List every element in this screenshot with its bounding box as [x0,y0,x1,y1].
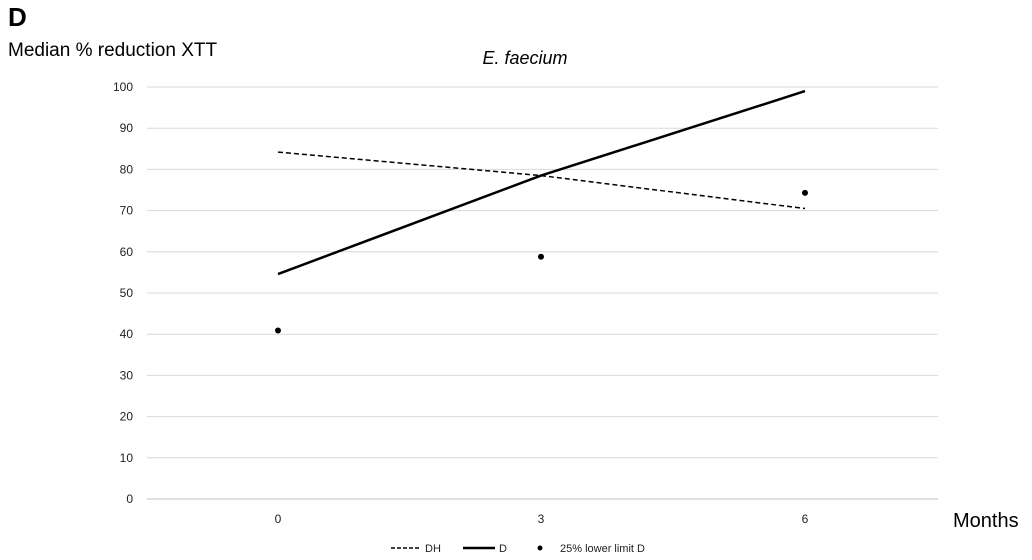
y-tick-label: 30 [120,368,134,382]
data-point [538,253,544,260]
x-tick-label: 0 [275,512,282,526]
x-tick-labels: 0 3 6 [275,512,809,526]
y-tick-label: 90 [120,121,134,135]
data-point [802,189,808,196]
y-tick-label: 20 [120,410,134,424]
y-tick-label: 0 [126,492,133,506]
y-tick-label: 70 [120,204,134,218]
chart-title: E. faecium [482,48,567,68]
y-tick-label: 50 [120,286,134,300]
y-axis-label: Median % reduction XTT [8,40,218,61]
panel-label: D [8,2,27,32]
legend-label: D [499,543,507,555]
series-line-d [277,89,806,276]
series-layer [275,89,808,334]
y-tick-label: 10 [120,451,134,465]
y-tick-label: 100 [113,80,133,94]
gridlines [147,86,938,500]
x-axis-label: Months [953,510,1019,532]
series-line-dh [277,151,806,210]
data-point [275,327,281,334]
y-tick-labels: 0 10 20 30 40 50 60 70 80 90 100 [113,80,133,506]
y-tick-label: 40 [120,327,134,341]
x-tick-label: 3 [538,512,545,526]
y-tick-label: 80 [120,162,134,176]
legend: DH D 25% lower limit D [391,543,645,555]
y-tick-label: 60 [120,245,134,259]
x-tick-label: 6 [802,512,809,526]
legend-label: 25% lower limit D [560,543,645,555]
legend-marker [537,545,543,551]
legend-label: DH [425,543,441,555]
